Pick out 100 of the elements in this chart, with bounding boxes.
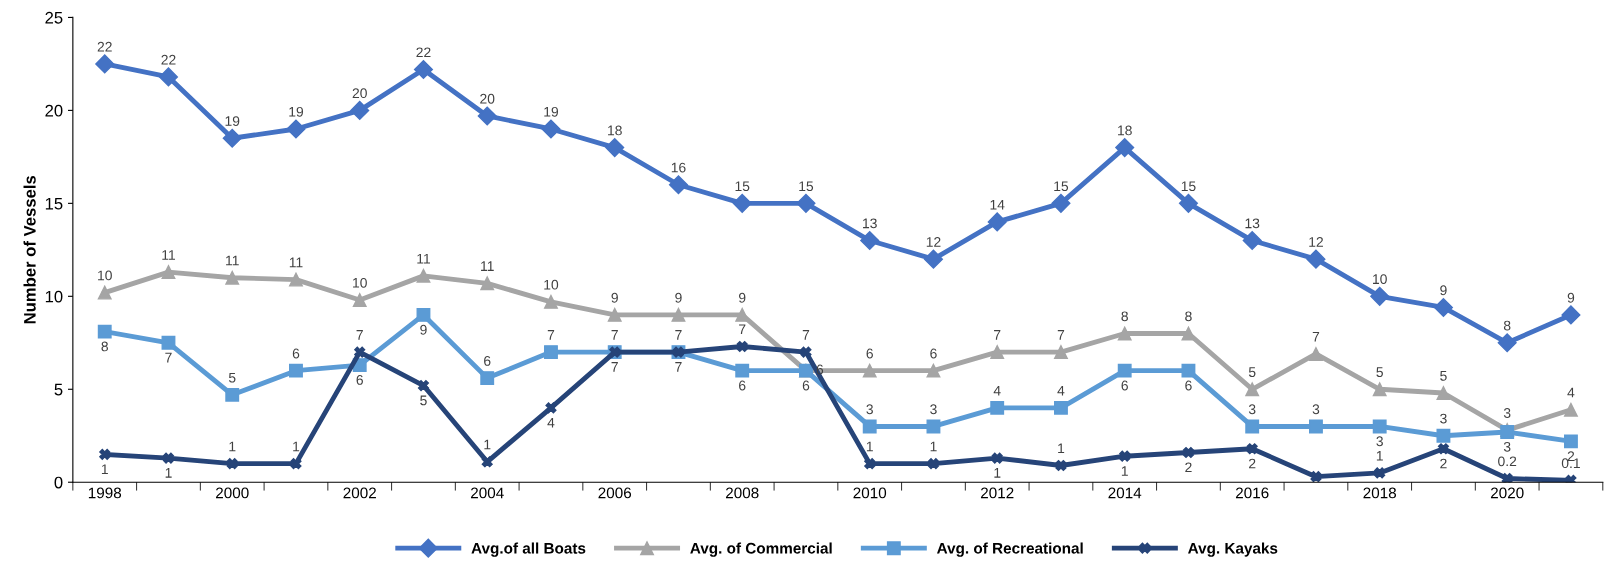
x-tick-label: 2000 xyxy=(216,487,249,499)
data-label: 6 xyxy=(356,374,363,385)
x-tick-label: 2012 xyxy=(980,487,1014,499)
point xyxy=(1308,347,1323,361)
x-tick-label: 2016 xyxy=(1235,487,1269,499)
point xyxy=(605,138,625,158)
data-label: 6 xyxy=(816,364,824,375)
x-tick-label: 2004 xyxy=(470,487,504,499)
point xyxy=(1436,428,1451,443)
data-label: 20 xyxy=(480,93,495,104)
data-label: 13 xyxy=(1245,218,1260,229)
data-label: 1 xyxy=(930,441,937,452)
point xyxy=(226,458,238,470)
data-label: 4 xyxy=(1057,385,1065,396)
data-label: 5 xyxy=(1376,367,1383,377)
point xyxy=(99,448,111,460)
point xyxy=(1437,443,1450,455)
point xyxy=(1054,400,1068,415)
data-label: 9 xyxy=(611,292,618,303)
point xyxy=(1563,434,1578,449)
data-label: 1 xyxy=(101,464,108,474)
x-tick-label: 1998 xyxy=(88,487,122,499)
point xyxy=(1370,286,1390,306)
point xyxy=(1178,193,1198,213)
point xyxy=(1561,305,1581,325)
point xyxy=(544,294,558,309)
data-label: 11 xyxy=(289,257,303,268)
legend-label: Avg. of Recreational xyxy=(936,542,1083,557)
point xyxy=(1242,230,1262,251)
data-label: 20 xyxy=(352,88,367,99)
data-label: 7 xyxy=(675,330,682,340)
point xyxy=(289,272,303,287)
data-label: 15 xyxy=(799,181,814,192)
point xyxy=(1054,345,1068,360)
point xyxy=(735,363,750,378)
data-label: 2 xyxy=(1440,458,1447,469)
data-label: 8 xyxy=(1121,311,1128,322)
data-label: 9 xyxy=(1440,285,1447,296)
legend-label: Avg. of Commercial xyxy=(690,542,832,557)
data-label: 9 xyxy=(420,324,427,335)
data-label: 11 xyxy=(162,250,176,260)
data-label: 1 xyxy=(866,441,873,452)
point xyxy=(97,324,112,339)
point xyxy=(1372,419,1387,434)
data-label: 8 xyxy=(101,341,108,352)
x-tick-label: 2002 xyxy=(343,487,376,499)
point xyxy=(1115,138,1135,158)
data-label: 3 xyxy=(1312,404,1320,415)
data-label: 6 xyxy=(1121,380,1128,391)
point xyxy=(225,270,240,285)
data-label: 6 xyxy=(802,380,810,391)
data-label: 11 xyxy=(417,253,430,264)
data-label: 10 xyxy=(353,277,367,288)
point xyxy=(416,307,431,322)
point xyxy=(732,193,752,213)
point xyxy=(923,249,943,269)
data-label: 18 xyxy=(1118,125,1132,136)
point xyxy=(1182,446,1195,459)
point xyxy=(97,285,112,300)
point xyxy=(289,363,303,378)
point xyxy=(1119,450,1131,462)
data-label: 8 xyxy=(1185,311,1192,322)
data-label: 1 xyxy=(165,468,172,478)
point xyxy=(417,379,430,392)
data-label: 7 xyxy=(611,330,618,340)
data-label: 7 xyxy=(994,330,1001,340)
data-label: 19 xyxy=(544,106,559,117)
point xyxy=(352,293,367,307)
point xyxy=(161,335,176,350)
data-label: 1 xyxy=(1376,450,1383,461)
data-label: 6 xyxy=(1185,380,1192,391)
data-label: 8 xyxy=(1503,320,1511,331)
data-label: 10 xyxy=(1373,274,1387,285)
x-tick-label: 2014 xyxy=(1108,487,1142,499)
data-label: 6 xyxy=(484,356,491,366)
data-label: 15 xyxy=(735,181,750,192)
point xyxy=(1246,443,1258,455)
point xyxy=(480,371,495,386)
point xyxy=(1245,382,1260,397)
y-axis-title: Number of Vessels xyxy=(23,175,36,324)
data-label: 10 xyxy=(544,279,559,290)
data-label: 15 xyxy=(1054,181,1069,192)
point xyxy=(800,346,812,358)
point xyxy=(225,387,240,402)
point xyxy=(862,363,877,378)
data-label: 5 xyxy=(1440,371,1447,381)
data-label: 7 xyxy=(802,330,810,340)
point xyxy=(477,106,497,126)
legend-label: Avg. Kayaks xyxy=(1188,542,1278,557)
point xyxy=(1501,472,1513,483)
point xyxy=(926,363,941,378)
data-label: 5 xyxy=(228,372,236,383)
data-label: 4 xyxy=(993,385,1001,396)
point xyxy=(607,307,622,322)
data-label: 12 xyxy=(926,237,941,247)
point xyxy=(736,340,748,353)
point xyxy=(158,67,179,87)
data-label: 22 xyxy=(97,41,112,52)
data-label: 4 xyxy=(1567,387,1575,398)
point xyxy=(1308,419,1323,434)
